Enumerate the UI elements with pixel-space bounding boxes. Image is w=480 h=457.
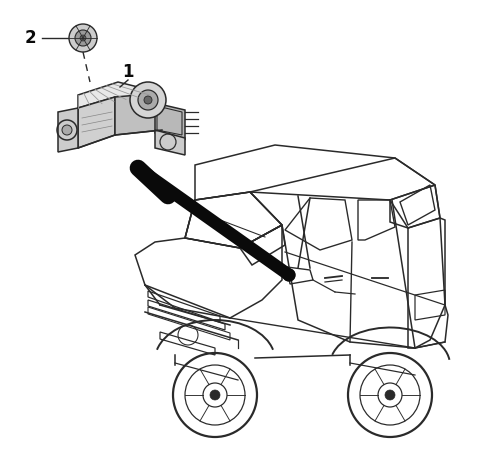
- Text: 1: 1: [122, 63, 134, 81]
- Circle shape: [138, 90, 158, 110]
- Polygon shape: [155, 130, 185, 155]
- Polygon shape: [58, 108, 78, 152]
- Circle shape: [62, 125, 72, 135]
- Circle shape: [69, 24, 97, 52]
- Polygon shape: [78, 82, 162, 108]
- Circle shape: [283, 269, 295, 281]
- Circle shape: [210, 390, 220, 400]
- Circle shape: [385, 390, 395, 400]
- Polygon shape: [155, 103, 185, 140]
- Circle shape: [80, 35, 86, 41]
- Circle shape: [130, 82, 166, 118]
- Polygon shape: [115, 93, 162, 135]
- Polygon shape: [78, 97, 115, 148]
- Text: 2: 2: [24, 29, 36, 47]
- Circle shape: [144, 96, 152, 104]
- Circle shape: [75, 30, 91, 46]
